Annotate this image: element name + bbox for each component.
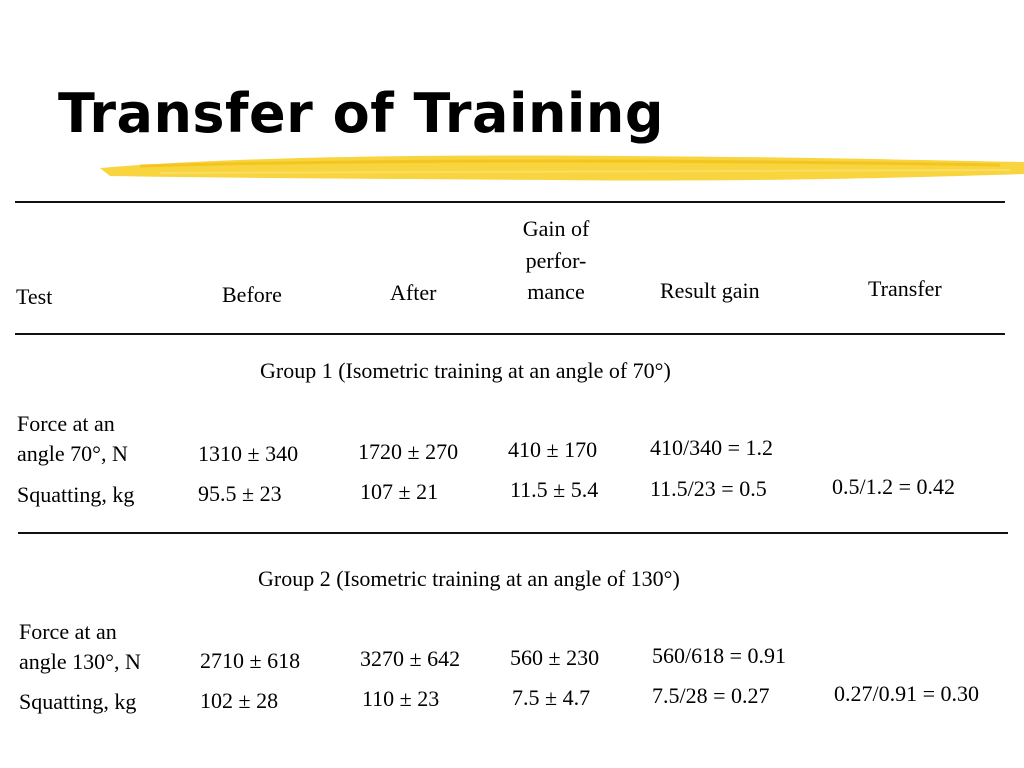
g2-row2-test: Squatting, kg <box>19 689 137 714</box>
highlighter-stroke <box>100 155 1024 181</box>
g2-row1-test-line2: angle 130°, N <box>19 649 141 674</box>
header-result-gain: Result gain <box>660 278 760 303</box>
g1-row1-result: 410/340 = 1.2 <box>650 435 774 460</box>
group-1-title: Group 1 (Isometric training at an angle … <box>260 358 671 383</box>
header-gain-line2: perfor- <box>525 248 587 273</box>
g2-row2-gain: 7.5 ± 4.7 <box>512 685 591 710</box>
g2-row2-result: 7.5/28 = 0.27 <box>652 683 770 708</box>
g2-row1-gain: 560 ± 230 <box>510 645 600 670</box>
header-test: Test <box>16 284 53 309</box>
header-after: After <box>390 280 437 305</box>
g1-row1-after: 1720 ± 270 <box>358 439 459 464</box>
g2-row1-result: 560/618 = 0.91 <box>652 643 787 668</box>
slide-title: Transfer of Training <box>58 82 665 145</box>
group-2-title: Group 2 (Isometric training at an angle … <box>258 566 680 591</box>
g1-row1-test-line1: Force at an <box>17 411 115 436</box>
g1-row2-gain: 11.5 ± 5.4 <box>510 477 599 502</box>
group-divider-rule <box>18 532 1008 534</box>
g1-row1-before: 1310 ± 340 <box>198 441 299 466</box>
header-before: Before <box>222 282 282 307</box>
g1-row1-gain: 410 ± 170 <box>508 437 598 462</box>
table-top-rule <box>15 201 1005 203</box>
g1-row2-after: 107 ± 21 <box>360 479 439 504</box>
g1-row2-result: 11.5/23 = 0.5 <box>650 476 767 501</box>
g2-row2-transfer: 0.27/0.91 = 0.30 <box>834 681 980 706</box>
g2-row2-after: 110 ± 23 <box>362 686 440 711</box>
g1-row2-transfer: 0.5/1.2 = 0.42 <box>832 474 956 499</box>
header-transfer: Transfer <box>868 276 942 301</box>
header-gain-line1: Gain of <box>522 216 590 241</box>
g2-row1-before: 2710 ± 618 <box>200 648 301 673</box>
header-gain-line3: mance <box>527 279 585 304</box>
g2-row1-test-line1: Force at an <box>19 619 117 644</box>
g2-row1-after: 3270 ± 642 <box>360 646 461 671</box>
g1-row2-before: 95.5 ± 23 <box>198 481 282 506</box>
g2-row2-before: 102 ± 28 <box>200 688 279 713</box>
g1-row1-test-line2: angle 70°, N <box>17 441 128 466</box>
g1-row2-test: Squatting, kg <box>17 482 135 507</box>
header-bottom-rule <box>15 333 1005 335</box>
